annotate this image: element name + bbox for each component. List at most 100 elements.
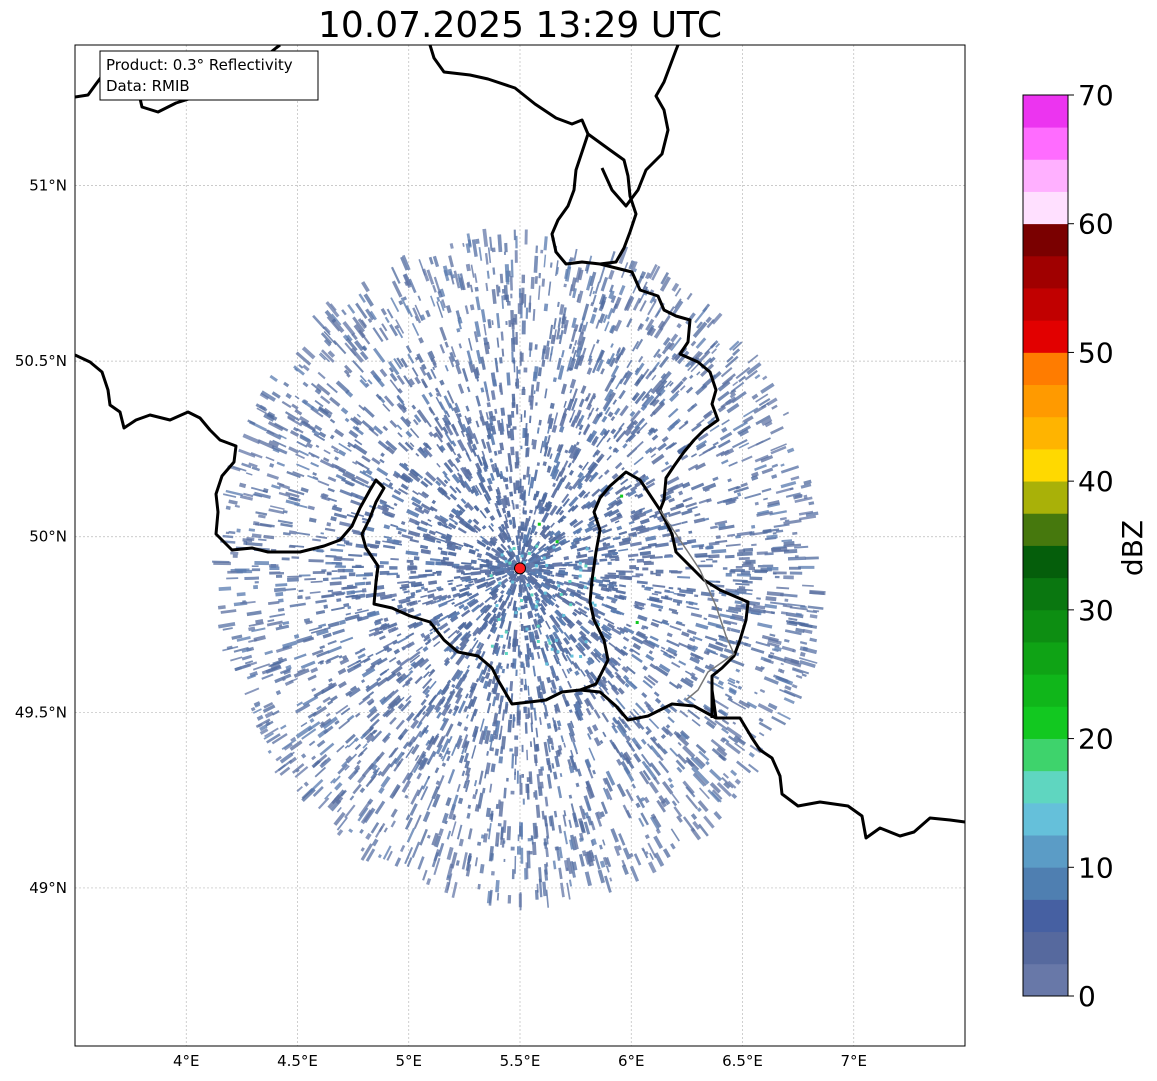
echo-cell	[602, 542, 611, 548]
echo-cell	[560, 882, 565, 898]
echo-cell	[390, 808, 398, 818]
echo-cell	[577, 290, 584, 304]
echo-cell	[324, 791, 333, 800]
echo-cell	[380, 775, 391, 789]
echo-cell	[676, 350, 690, 365]
echo-cell	[445, 305, 452, 314]
echo-cell	[407, 353, 415, 364]
echo-cell	[578, 323, 584, 333]
echo-cell	[439, 444, 446, 452]
echo-cell	[440, 698, 446, 705]
echo-cell	[496, 313, 501, 329]
echo-cell	[275, 591, 284, 597]
echo-cell	[587, 407, 595, 420]
echo-cell	[436, 599, 442, 603]
colorbar-segment	[1023, 577, 1068, 611]
echo-cell	[473, 524, 482, 532]
echo-cell	[566, 356, 573, 372]
echo-cell	[451, 473, 461, 484]
echo-cell	[338, 719, 350, 730]
echo-cell	[546, 465, 552, 473]
echo-cell	[596, 358, 604, 372]
echo-cell	[345, 755, 353, 763]
echo-cell	[389, 324, 399, 337]
echo-cell	[422, 677, 433, 690]
echo-cell	[645, 586, 654, 590]
echo-cell	[271, 391, 281, 399]
echo-cell	[339, 575, 347, 580]
echo-cell	[630, 653, 643, 663]
echo-cell	[509, 597, 514, 607]
echo-cell	[586, 659, 592, 666]
echo-cell	[586, 367, 593, 375]
echo-cell	[761, 402, 769, 408]
echo-cell	[382, 403, 391, 412]
border-be-fr	[75, 353, 965, 840]
echo-cell	[518, 893, 522, 908]
echo-cell	[441, 812, 449, 824]
echo-cell	[596, 811, 602, 820]
echo-cell	[696, 443, 707, 451]
echo-cell	[645, 272, 651, 280]
echo-cell	[533, 508, 537, 515]
echo-cell	[709, 768, 723, 782]
echo-cell	[514, 768, 516, 780]
echo-cell	[636, 721, 645, 730]
echo-cell	[794, 545, 809, 549]
echo-cell	[310, 628, 326, 634]
echo-cell	[511, 753, 515, 769]
echo-cell	[285, 664, 292, 671]
echo-cell	[716, 497, 733, 505]
echo-cell	[395, 319, 405, 334]
echo-cell	[337, 680, 347, 689]
echo-cell	[640, 738, 647, 745]
echo-cell	[774, 575, 780, 579]
echo-cell	[520, 485, 524, 493]
echo-cell	[263, 732, 274, 740]
echo-cell	[460, 466, 470, 479]
echo-cell	[521, 773, 525, 778]
echo-cell	[643, 796, 650, 804]
echo-cell	[311, 687, 317, 692]
echo-cell	[543, 591, 547, 595]
echo-cell	[468, 580, 474, 584]
echo-cell	[333, 449, 339, 454]
echo-cell	[563, 400, 567, 408]
echo-cell	[469, 304, 475, 311]
echo-cell	[345, 470, 356, 478]
echo-cell	[316, 548, 324, 553]
echo-cell	[359, 374, 367, 383]
echo-cell	[742, 415, 754, 424]
echo-cell	[660, 646, 666, 650]
echo-cell	[514, 577, 519, 583]
echo-cell	[344, 804, 356, 819]
echo-cell	[571, 388, 578, 402]
echo-cell	[615, 589, 626, 595]
echo-cell	[761, 467, 774, 475]
echo-cell	[520, 678, 524, 685]
echo-cell	[607, 411, 614, 418]
echo-cell	[734, 778, 742, 785]
echo-cell	[610, 295, 617, 304]
echo-cell	[676, 753, 688, 765]
echo-cell	[659, 276, 671, 292]
echo-cell	[535, 804, 541, 818]
echo-cell	[675, 390, 680, 395]
echo-cell	[571, 397, 578, 411]
echo-cell	[348, 687, 361, 698]
echo-cell	[555, 846, 561, 861]
echo-cell	[335, 380, 350, 394]
echo-cell	[678, 642, 692, 650]
echo-cell	[443, 659, 451, 667]
echo-cell	[575, 750, 579, 755]
echo-cell	[485, 762, 491, 775]
echo-cell	[489, 622, 497, 633]
echo-cell	[334, 781, 343, 791]
echo-cell	[499, 618, 506, 629]
echo-cell	[803, 479, 812, 486]
echo-cell	[386, 647, 393, 653]
echo-cell	[657, 320, 666, 330]
echo-cell	[445, 723, 454, 737]
echo-cell	[439, 326, 447, 341]
echo-cell	[527, 551, 531, 555]
